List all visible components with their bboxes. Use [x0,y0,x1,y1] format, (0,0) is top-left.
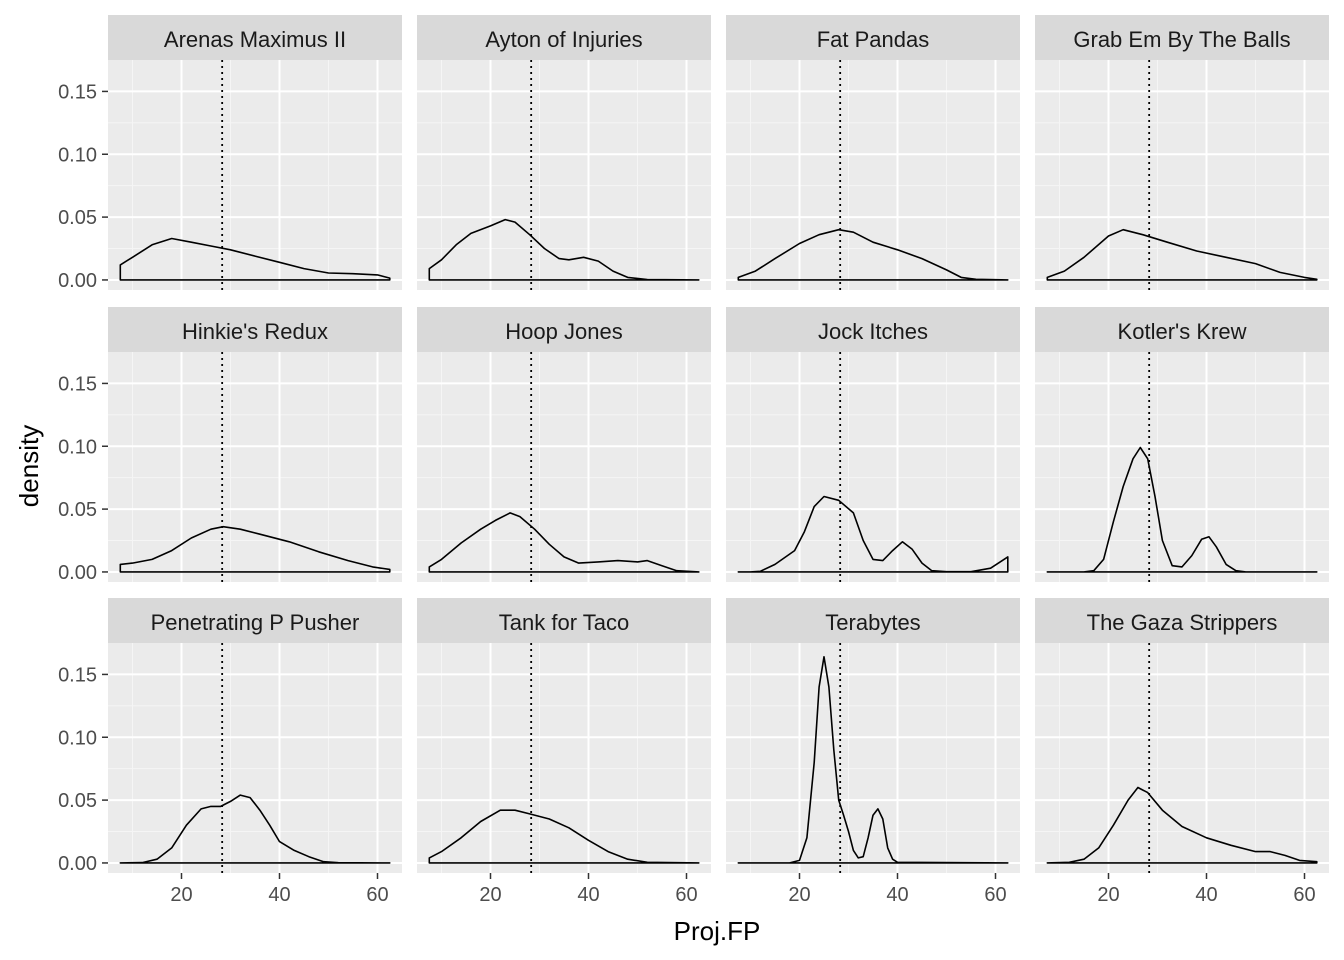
density-curve [428,512,700,573]
x-axis: 20 40 60 20 40 60 20 40 60 20 40 60 [170,873,1316,906]
y-tick-label: 0.15 [58,81,97,103]
y-tick-label: 0.15 [58,373,97,395]
facet-strip [726,307,1020,352]
y-tick-label: 0.15 [58,664,97,686]
density-curve [119,525,391,573]
facet-strip [1035,307,1329,352]
facet-strip-label: Hoop Jones [505,319,622,344]
panel-background [108,352,402,582]
facet-strip-label: Kotler's Krew [1118,319,1247,344]
y-tick-label: 0.00 [58,853,97,875]
y-tick-label: 0.05 [58,790,97,812]
density-curve [119,794,391,864]
x-tick-label: 40 [886,884,908,906]
facet-strip-label: Jock Itches [818,319,928,344]
density-curve [119,237,391,281]
panel-the-gaza-strippers: The Gaza Strippers [1035,598,1329,873]
panel-hinkie-s-redux: Hinkie's Redux [108,307,402,582]
facet-strip [108,15,402,60]
x-tick-label: 60 [675,884,697,906]
y-tick-label: 0.00 [58,270,97,292]
panel-penetrating-p-pusher: Penetrating P Pusher [108,598,402,873]
panel-grab-em-by-the-balls: Grab Em By The Balls [1035,15,1329,290]
facet-strip [108,598,402,643]
panel-background [726,643,1020,873]
facet-strip [1035,15,1329,60]
facet-strip-label: The Gaza Strippers [1087,610,1278,635]
y-axis: 0.00 0.05 0.10 0.15 0.00 0.05 0.10 0.15 0.00 0.05… [58,81,108,875]
panel-background [1035,60,1329,290]
panel-arenas-maximus-ii: Arenas Maximus II [108,15,402,290]
facet-strip-label: Tank for Taco [499,610,629,635]
x-axis-title: Proj.FP [674,916,761,946]
x-tick-label: 40 [268,884,290,906]
facet-strip-label: Hinkie's Redux [182,319,328,344]
panel-tank-for-taco: Tank for Taco [417,598,711,873]
y-tick-label: 0.10 [58,144,97,166]
y-tick-label: 0.05 [58,499,97,521]
y-axis-title: density [14,425,44,507]
density-curve [428,809,700,864]
panel-jock-itches: Jock Itches [726,307,1020,582]
panel-background [108,643,402,873]
density-curve [428,218,700,281]
panel-ayton-of-injuries: Ayton of Injuries [417,15,711,290]
panel-background [1035,352,1329,582]
facet-panels: Arenas Maximus II Ayton of Injuries Fat Pa… [108,15,1329,873]
x-tick-label: 60 [366,884,388,906]
panel-background [1035,643,1329,873]
x-tick-label: 60 [1293,884,1315,906]
panel-background [417,352,711,582]
facet-strip [1035,598,1329,643]
y-tick-label: 0.10 [58,727,97,749]
panel-background [726,60,1020,290]
facet-strip [726,598,1020,643]
y-tick-label: 0.10 [58,436,97,458]
density-curve [737,656,1009,864]
panel-background [108,60,402,290]
facet-strip [108,307,402,352]
x-tick-label: 20 [788,884,810,906]
facet-strip [726,15,1020,60]
y-tick-label: 0.05 [58,207,97,229]
density-curve [1046,228,1318,281]
facet-strip-label: Arenas Maximus II [164,27,346,52]
panel-hoop-jones: Hoop Jones [417,307,711,582]
facet-strip [417,307,711,352]
facet-strip [417,15,711,60]
facet-strip-label: Penetrating P Pusher [151,610,360,635]
x-tick-label: 20 [479,884,501,906]
facet-strip [417,598,711,643]
density-curve [737,495,1009,573]
facet-strip-label: Grab Em By The Balls [1073,27,1290,52]
x-tick-label: 20 [1097,884,1119,906]
facet-strip-label: Ayton of Injuries [485,27,642,52]
panel-background [726,352,1020,582]
x-tick-label: 40 [577,884,599,906]
y-tick-label: 0.00 [58,562,97,584]
panel-background [417,60,711,290]
x-tick-label: 40 [1195,884,1217,906]
density-curve [737,228,1009,281]
x-tick-label: 60 [984,884,1006,906]
panel-fat-pandas: Fat Pandas [726,15,1020,290]
density-curve [1046,446,1318,573]
panel-terabytes: Terabytes [726,598,1020,873]
panel-kotler-s-krew: Kotler's Krew [1035,307,1329,582]
x-tick-label: 20 [170,884,192,906]
density-curve [1046,786,1318,864]
facet-strip-label: Terabytes [825,610,920,635]
facet-strip-label: Fat Pandas [817,27,930,52]
